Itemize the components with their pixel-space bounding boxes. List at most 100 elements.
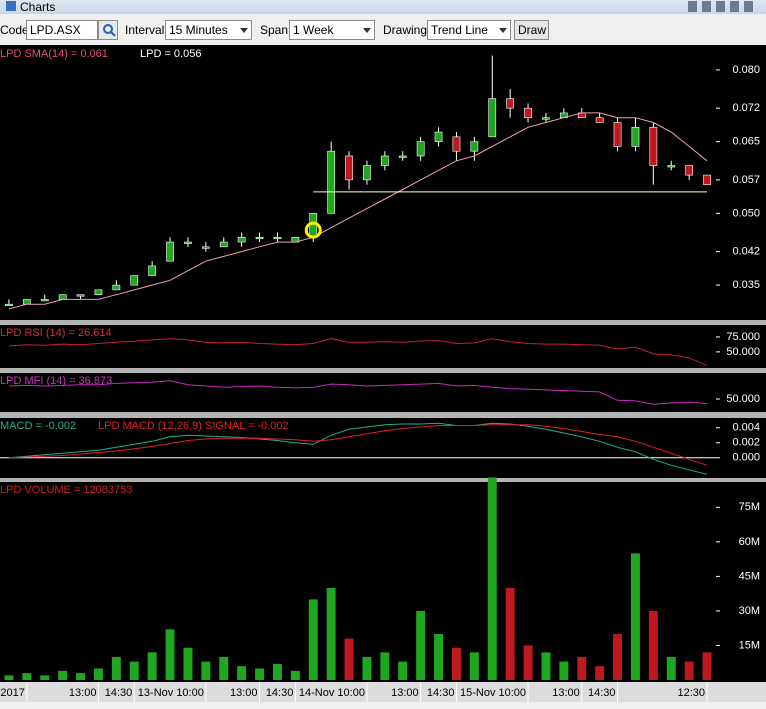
indicator-line: [8, 380, 708, 405]
candle-body: [166, 241, 174, 262]
x-tick-label: 13:00: [69, 687, 97, 699]
volume-bar: [93, 668, 103, 680]
candle-body: [452, 136, 461, 152]
candle-body: [398, 155, 407, 158]
volume-bar: [523, 645, 533, 680]
volume-bar: [398, 661, 408, 680]
volume-bar: [76, 673, 86, 680]
y-tick-label: 75.000: [726, 331, 760, 343]
volume-bar: [559, 661, 569, 680]
indicator-label: LPD MFI (14) = 36.873: [0, 375, 112, 387]
interval-value: 15 Minutes: [169, 23, 228, 37]
search-icon: [103, 24, 116, 37]
volume-bar: [577, 656, 587, 680]
volume-bar: [416, 610, 426, 680]
y-tick-label: 0.057: [732, 174, 760, 186]
volume-bar: [272, 663, 282, 680]
candle-body: [201, 246, 210, 249]
app-icon: [6, 1, 16, 11]
x-tick-label: 13-Nov 10:00: [138, 687, 204, 699]
volume-bar: [684, 661, 694, 680]
volume-bar: [434, 633, 444, 680]
y-tick-label: 75M: [739, 501, 760, 513]
volume-bar: [58, 670, 68, 680]
volume-bar: [308, 599, 318, 680]
drawing-value: Trend Line: [431, 23, 488, 37]
x-tick-label: 14:30: [427, 687, 455, 699]
volume-bar: [326, 587, 336, 680]
y-tick-label: 60M: [739, 536, 760, 548]
sma-line: [8, 112, 708, 310]
panel-separator: [0, 368, 766, 373]
x-tick-label: 10-Nov-2017: [0, 687, 25, 699]
candle-body: [237, 236, 246, 243]
x-tick-label: 14:30: [105, 687, 133, 699]
y-tick-label: 0.000: [732, 452, 760, 464]
candle-body: [506, 98, 515, 109]
y-tick-label: 50.000: [726, 346, 760, 358]
indicator-line: [8, 338, 708, 367]
volume-bar: [237, 666, 247, 680]
x-tick-label: 14:30: [266, 687, 294, 699]
volume-bar: [613, 633, 623, 680]
candle-body: [22, 299, 31, 305]
y-tick-label: 15M: [739, 639, 760, 651]
indicator-line: [8, 424, 708, 466]
x-tick-label: 12:30: [678, 687, 706, 699]
interval-select[interactable]: 15 Minutes: [165, 20, 252, 40]
x-tick-label: 14-Nov 10:00: [299, 687, 365, 699]
candle-body: [184, 241, 192, 244]
candle-body: [667, 165, 676, 168]
x-tick-label: 13:00: [391, 687, 419, 699]
candle-body: [148, 265, 157, 276]
span-select[interactable]: 1 Week: [289, 20, 375, 40]
search-button[interactable]: [98, 20, 118, 40]
code-input[interactable]: LPD.ASX: [26, 20, 98, 40]
candle-body: [327, 150, 336, 214]
candle-body: [685, 165, 694, 176]
window-title: Charts: [20, 0, 56, 14]
volume-bar: [451, 647, 461, 680]
chart-area: 0.080 0.072 0.065 0.057 0.050 0.042 0.035 LPD S…: [0, 45, 766, 702]
candle-body: [488, 98, 497, 138]
draw-button[interactable]: Draw: [514, 20, 549, 40]
candle-body: [649, 126, 658, 166]
indicator-label: MACD = -0.002: [0, 420, 76, 432]
volume-bar: [595, 666, 605, 680]
candle-body: [94, 289, 103, 295]
y-tick-label: 0.080: [732, 64, 760, 76]
volume-bar: [702, 652, 712, 680]
window-icons[interactable]: [688, 1, 758, 12]
panel-separator: [0, 412, 766, 418]
x-tick-label: 14:30: [588, 687, 616, 699]
volume-bar: [505, 587, 515, 680]
indicator-label: LPD SMA(14) = 0.061: [0, 48, 108, 60]
y-tick-label: 0.072: [732, 102, 760, 114]
candle-body: [470, 141, 479, 152]
candle-body: [58, 294, 67, 300]
y-tick-label: 30M: [739, 605, 760, 617]
y-tick-label: 0.050: [732, 207, 760, 219]
title-bar: Charts: [0, 0, 766, 14]
drawing-select[interactable]: Trend Line: [427, 20, 511, 40]
volume-bar: [4, 675, 14, 680]
volume-bar: [487, 477, 497, 680]
volume-bar: [147, 652, 157, 680]
volume-bar: [183, 647, 193, 680]
candle-body: [524, 107, 532, 119]
volume-bar: [380, 652, 390, 680]
drawing-label: Drawing: [383, 23, 428, 37]
candle-body: [5, 303, 13, 307]
candle-body: [416, 141, 425, 157]
volume-bar: [111, 656, 121, 680]
span-value: 1 Week: [293, 23, 334, 37]
y-tick-label: 50.000: [726, 393, 760, 405]
volume-bar: [201, 661, 211, 680]
x-tick-label: 13:00: [230, 687, 258, 699]
x-tick-label: 13:00: [552, 687, 580, 699]
candle-body: [255, 236, 264, 240]
volume-bar: [165, 629, 175, 680]
indicator-label: LPD = 0.056: [140, 48, 201, 60]
volume-bar: [40, 675, 50, 680]
